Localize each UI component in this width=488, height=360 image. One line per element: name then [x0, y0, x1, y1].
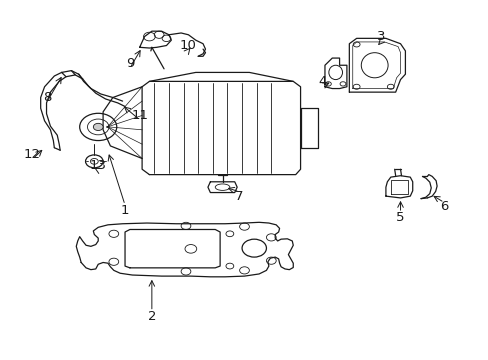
Text: 3: 3	[376, 30, 385, 43]
Text: 13: 13	[89, 159, 106, 172]
Text: 8: 8	[43, 91, 51, 104]
Text: 5: 5	[395, 211, 404, 224]
Circle shape	[93, 123, 103, 131]
Text: 11: 11	[131, 109, 148, 122]
Text: 1: 1	[121, 204, 129, 217]
Text: 10: 10	[180, 39, 197, 52]
Text: 12: 12	[24, 148, 41, 161]
Text: 6: 6	[439, 201, 447, 213]
Text: 9: 9	[125, 57, 134, 70]
Text: 2: 2	[147, 310, 156, 323]
Text: 7: 7	[235, 190, 244, 203]
Text: 4: 4	[318, 75, 326, 88]
